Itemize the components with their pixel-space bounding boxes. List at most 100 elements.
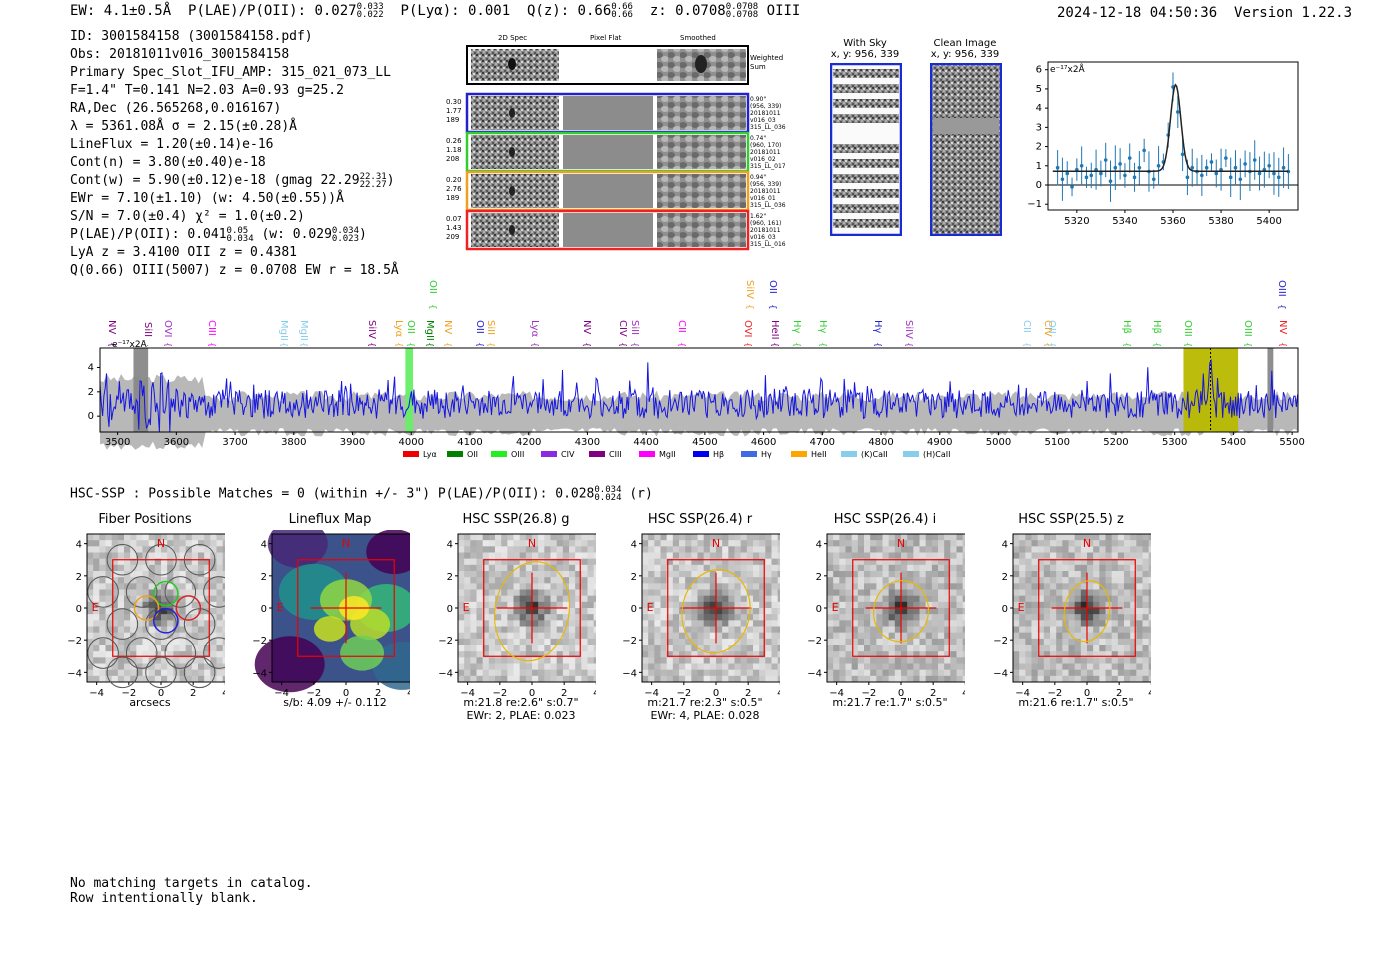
pixel — [919, 663, 926, 670]
pixel — [136, 626, 143, 633]
pixel — [488, 614, 496, 621]
pixel — [495, 614, 502, 621]
pixel — [1105, 638, 1112, 646]
pixel — [562, 534, 570, 541]
spec-xtick-label: 4300 — [575, 437, 600, 448]
pixel — [198, 620, 205, 627]
pixel — [167, 540, 174, 547]
hsc-ytick-label: −4 — [252, 668, 267, 679]
pixel — [827, 546, 834, 553]
pixel — [913, 571, 920, 578]
pixel — [562, 558, 570, 566]
pixel — [464, 583, 471, 590]
col-pixel-flat: Pixel Flat — [590, 34, 622, 42]
pixel — [1037, 638, 1045, 646]
pixel — [136, 558, 143, 566]
pixel — [154, 651, 162, 658]
pixel — [495, 534, 502, 541]
fit-model-curve — [1052, 83, 1289, 172]
pixel — [562, 620, 570, 627]
pixel — [173, 675, 180, 683]
hsc-xtick-label: −2 — [1047, 688, 1062, 699]
pixel — [222, 601, 225, 609]
pixel — [185, 638, 193, 646]
pixel — [210, 534, 217, 541]
pixel — [864, 638, 871, 646]
pixel — [167, 620, 174, 627]
pixel — [179, 675, 186, 683]
pixel — [1031, 608, 1038, 615]
pixel — [136, 583, 143, 590]
pixel — [722, 558, 729, 566]
line-id-nv: NV{ — [106, 320, 117, 346]
pixel — [556, 601, 564, 609]
pixel — [1074, 669, 1082, 677]
pixel — [99, 620, 106, 627]
pixel — [525, 534, 533, 541]
pixel — [685, 614, 692, 621]
pixel — [1025, 645, 1032, 652]
pixel — [495, 558, 502, 566]
pixel — [222, 571, 225, 578]
pixel — [901, 632, 908, 640]
pixel — [888, 577, 896, 584]
line-id-label: OII — [427, 280, 438, 294]
pixel — [124, 558, 131, 566]
pixel — [765, 601, 772, 609]
weighted-sum-row — [466, 45, 749, 85]
pixel — [1124, 669, 1131, 677]
pixel — [660, 589, 667, 596]
pixel — [1074, 534, 1082, 541]
pixel — [734, 552, 741, 559]
pixel — [532, 546, 539, 553]
pixel — [525, 564, 533, 572]
pixel — [697, 626, 704, 633]
pixel — [1105, 540, 1112, 547]
pixel — [777, 632, 780, 640]
pixel — [956, 583, 963, 590]
pixel — [944, 546, 951, 553]
pixel — [839, 564, 846, 572]
pixel — [746, 552, 754, 559]
pixel — [833, 663, 840, 670]
fit-point — [1118, 162, 1122, 166]
hsc-ytick-label: −4 — [438, 668, 453, 679]
pixel — [944, 657, 951, 664]
pixel — [482, 558, 490, 566]
pixel — [587, 608, 594, 615]
pixel — [562, 577, 570, 584]
pixel — [728, 645, 735, 652]
pixel — [716, 571, 723, 578]
north-label: N — [528, 537, 536, 550]
pixel — [938, 601, 945, 609]
pixel — [894, 632, 902, 640]
pixel — [648, 620, 655, 627]
pixel — [864, 614, 871, 621]
pixel — [519, 608, 527, 615]
pixel — [1093, 601, 1100, 609]
row-info-4: v016_03 — [750, 117, 776, 124]
pixel — [765, 645, 772, 652]
pixel — [746, 657, 754, 664]
pixel — [901, 608, 908, 615]
line-id-brace: { — [581, 342, 591, 346]
pixel — [464, 552, 471, 559]
pixel — [845, 571, 852, 578]
pixel — [771, 651, 778, 658]
pixel — [105, 645, 112, 652]
pixel — [907, 638, 914, 646]
row-weight-1: 0.20 — [446, 176, 462, 184]
pixel — [777, 651, 780, 658]
hsc-xtick-label: −4 — [829, 688, 844, 699]
info-obs: Obs: 20181011v016_3001584158 — [70, 47, 290, 62]
pixel — [845, 534, 852, 541]
pixel — [1087, 571, 1094, 578]
legend-label: Lyα — [423, 450, 437, 459]
pixel — [1117, 657, 1125, 664]
pixel — [191, 632, 199, 640]
pixel — [167, 583, 174, 590]
pixel — [777, 645, 780, 652]
fiber-circle — [203, 576, 225, 608]
pixel — [458, 564, 465, 572]
pixel — [851, 589, 859, 596]
